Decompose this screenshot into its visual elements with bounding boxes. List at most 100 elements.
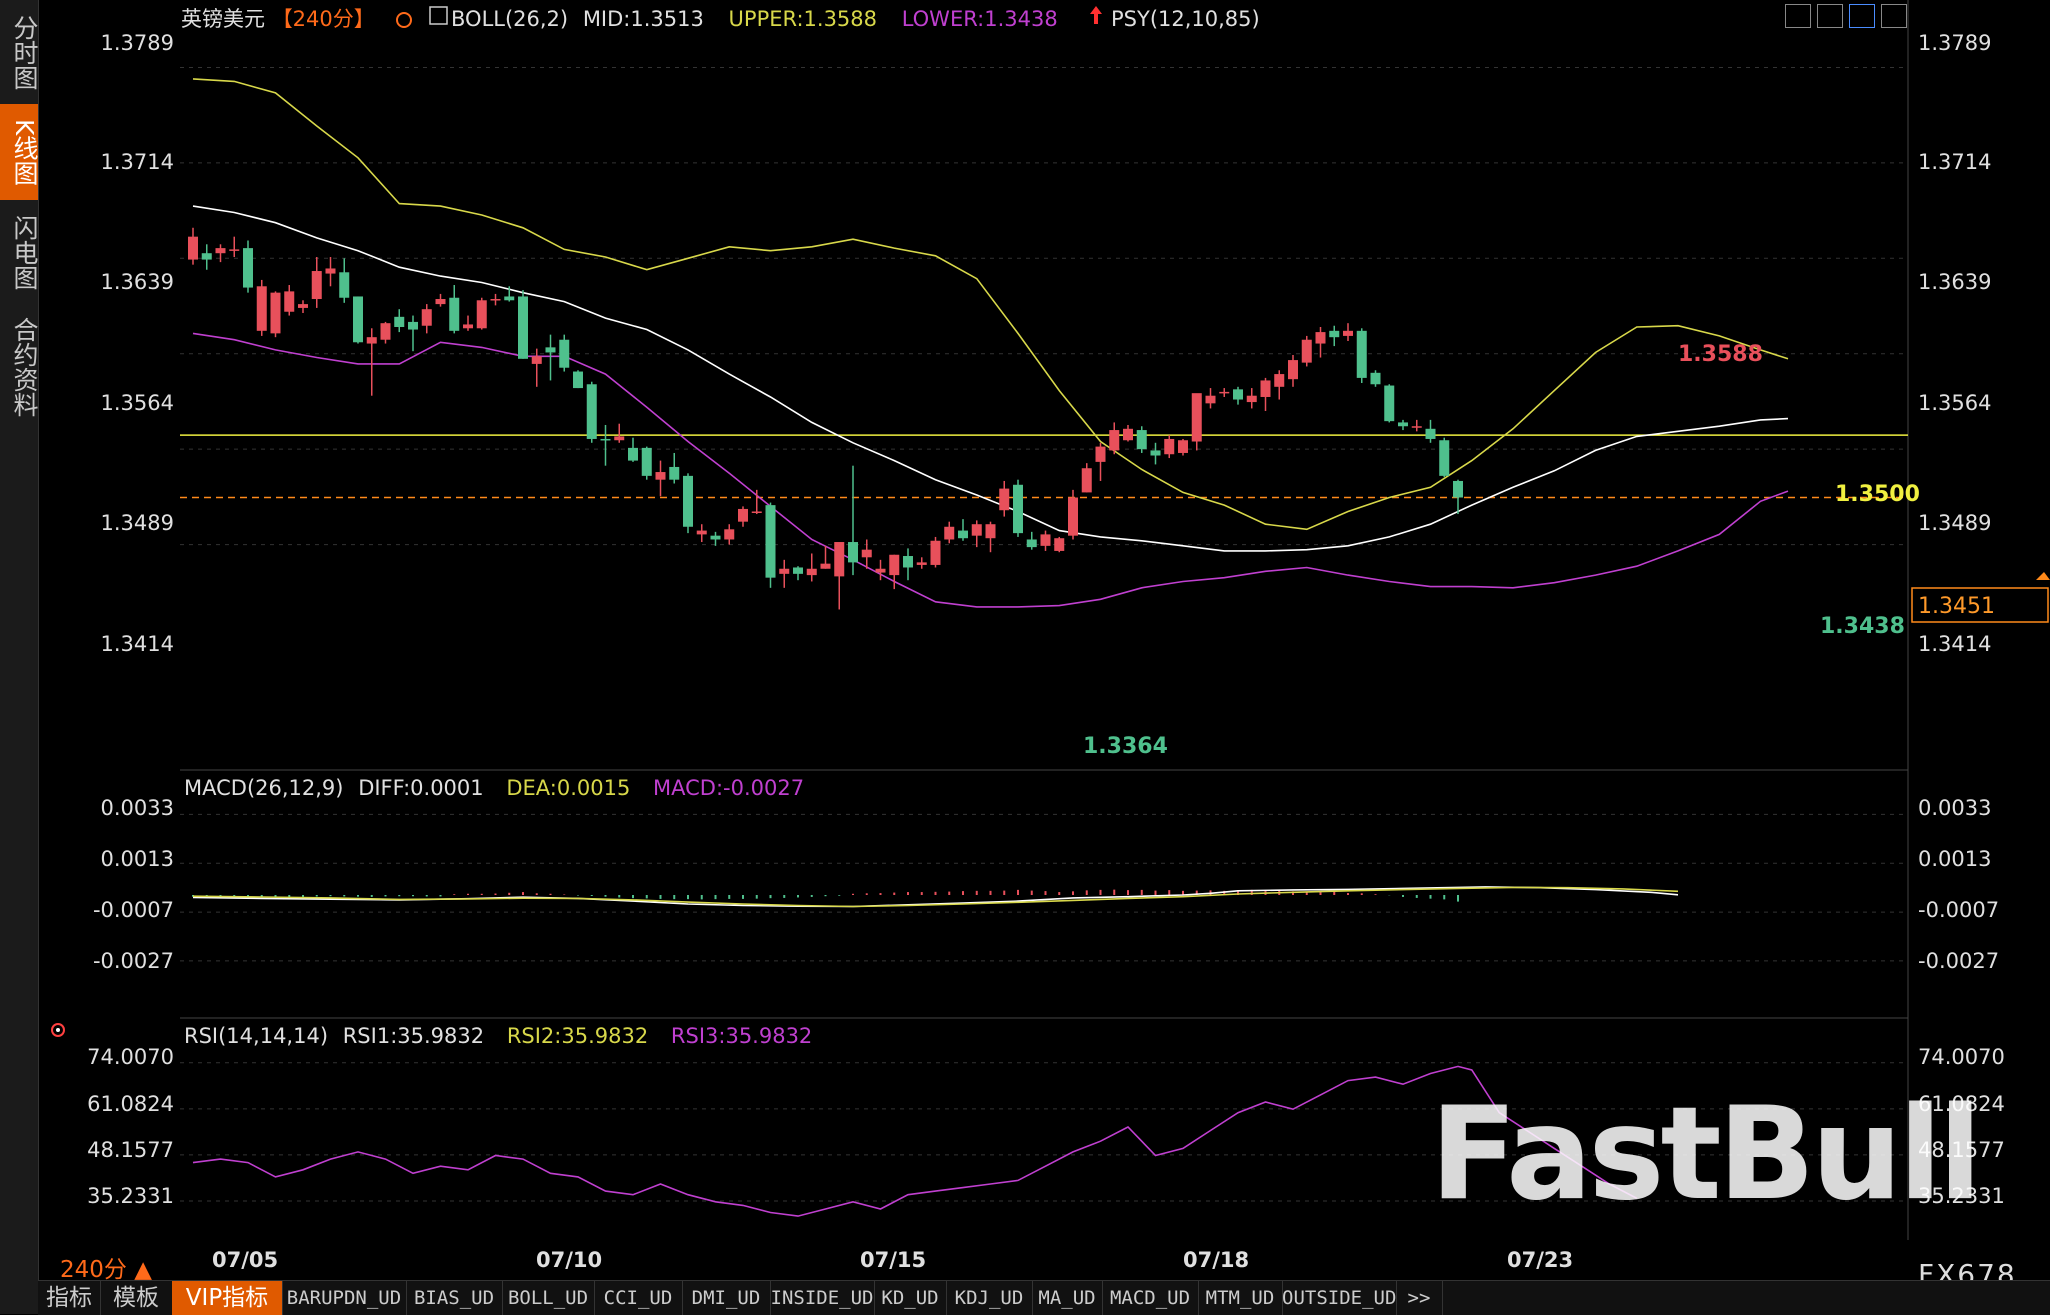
rsi-settings-icon[interactable]	[51, 1023, 65, 1037]
candle-body	[1246, 395, 1257, 403]
symbol-name: 英镑美元	[181, 7, 265, 31]
candle-body	[270, 292, 281, 334]
indicator-tab[interactable]: INSIDE_UD	[770, 1281, 875, 1315]
candle-body	[710, 535, 721, 540]
indicator-tab[interactable]: MACD_UD	[1102, 1281, 1199, 1315]
crosshair-icon[interactable]	[1785, 4, 1811, 28]
candle-body	[903, 556, 913, 568]
price-tick-right: 1.3489	[1918, 511, 1991, 535]
kline-chart[interactable]: 英镑美元 【240分】 BOLL(26,2) MID:1.3513 UPPER:…	[38, 0, 2050, 1280]
macd-title: MACD(26,12,9)	[184, 776, 344, 800]
indicator-tab[interactable]: 模板	[100, 1281, 173, 1315]
candle-body	[1453, 480, 1463, 498]
candle-body	[476, 300, 487, 329]
candle-body	[490, 299, 501, 301]
candle-body	[1329, 330, 1340, 338]
indicator-tab[interactable]: VIP指标	[172, 1281, 283, 1315]
candles	[188, 227, 1463, 610]
indicator-tab[interactable]: BARUPDN_UD	[282, 1281, 407, 1315]
bar-chart-icon[interactable]	[1817, 4, 1843, 28]
indicator-tab[interactable]: 指标	[38, 1281, 101, 1315]
price-tick-right: 1.3414	[1918, 632, 1991, 656]
rsi2-value: RSI2:35.9832	[507, 1024, 648, 1048]
candle-body	[1191, 393, 1202, 442]
watermark: FastBull	[1430, 1080, 1982, 1229]
macd-tick-left: -0.0007	[93, 898, 174, 922]
indicator-tab[interactable]: MTM_UD	[1198, 1281, 1283, 1315]
indicator-tab[interactable]: DMI_UD	[682, 1281, 771, 1315]
candle-body	[366, 337, 377, 344]
period-selector[interactable]: 240分 ▲	[60, 1257, 152, 1283]
candle-body	[586, 384, 597, 439]
candle-body	[1288, 360, 1298, 380]
date-tick: 07/23	[1507, 1248, 1573, 1272]
candle-body	[518, 296, 528, 359]
svg-text:英镑美元 【240分】: 英镑美元 【240分】	[181, 7, 375, 31]
candle-body	[1260, 380, 1271, 397]
macd-tick-left: 0.0013	[101, 847, 174, 871]
macd-value: MACD:-0.0027	[653, 776, 804, 800]
candle-body	[875, 568, 886, 573]
candle-body	[284, 291, 295, 312]
candle-body	[916, 562, 927, 565]
chart-grid	[180, 0, 1909, 1240]
psy-label: PSY(12,10,85)	[1111, 7, 1260, 31]
chart-type-icon[interactable]	[429, 6, 448, 25]
candle-body	[655, 472, 666, 480]
svg-text:RSI(14,14,14) RSI1:35.9832: RSI(14,14,14) RSI1:35.9832 RSI2:35.9832 …	[184, 1024, 812, 1048]
export-icon[interactable]	[1881, 4, 1907, 28]
candle-body	[229, 249, 240, 251]
settings-circle-icon[interactable]	[396, 12, 412, 28]
date-tick: 07/05	[212, 1248, 278, 1272]
candle-body	[463, 324, 473, 329]
sidebar-tab-timeshare[interactable]: 分时图	[10, 14, 39, 90]
indicator-tab[interactable]: KDJ_UD	[946, 1281, 1033, 1315]
candle-body	[724, 529, 735, 540]
price-tick-right: 1.3714	[1918, 150, 1991, 174]
candle-body	[1398, 422, 1408, 427]
candle-body	[600, 438, 611, 441]
macd-diff: DIFF:0.0001	[358, 776, 483, 800]
candle-body	[1026, 539, 1037, 548]
candle-body	[1343, 330, 1353, 336]
candle-body	[1095, 446, 1106, 462]
candle-body	[243, 248, 253, 288]
macd-tick-left: -0.0027	[93, 949, 174, 973]
candle-body	[683, 475, 693, 527]
candle-body	[793, 567, 803, 574]
sidebar-tab-kline[interactable]: K线图	[0, 104, 39, 200]
candle-body	[1178, 440, 1188, 453]
sidebar-tab-contract-info[interactable]: 合约资料	[10, 317, 39, 417]
indicator-tab[interactable]: MA_UD	[1032, 1281, 1103, 1315]
indicator-tab[interactable]: OUTSIDE_UD	[1282, 1281, 1397, 1315]
candle-body	[834, 542, 845, 577]
macd-tick-right: 0.0033	[1918, 796, 1991, 820]
candle-body	[628, 447, 638, 461]
candle-body	[1425, 428, 1436, 439]
boll-mid-line	[192, 205, 1789, 552]
indicator-tab[interactable]: CCI_UD	[594, 1281, 683, 1315]
indicator-tab[interactable]: BIAS_UD	[406, 1281, 503, 1315]
candle-body	[201, 253, 212, 260]
boll-lower-line	[192, 332, 1789, 608]
sidebar-tab-flash[interactable]: 闪电图	[10, 214, 39, 290]
macd-panel	[192, 886, 1679, 908]
level-price-label: 1.3500	[1835, 482, 1920, 507]
boll-upper-line	[192, 78, 1789, 531]
candle-body	[298, 304, 308, 308]
candle-body	[1123, 428, 1133, 441]
indicator-tab[interactable]: >>	[1396, 1281, 1443, 1315]
date-tick: 07/15	[860, 1248, 926, 1272]
svg-text:BOLL(26,2) MID:1.3513: BOLL(26,2) MID:1.3513 UPPER:1.3588 LOWER…	[451, 7, 1058, 31]
candle-body	[779, 568, 790, 574]
candle-body	[861, 549, 872, 558]
sidebar: 分时图 K线图 闪电图 合约资料	[0, 0, 39, 1314]
price-tick-left: 1.3564	[101, 391, 174, 415]
candle-body	[696, 530, 707, 535]
boll-label: BOLL(26,2)	[451, 7, 568, 31]
indicator-tab[interactable]: KD_UD	[874, 1281, 947, 1315]
candle-body	[641, 447, 652, 476]
indicator-tab[interactable]: BOLL_UD	[502, 1281, 595, 1315]
line-chart-icon[interactable]	[1849, 4, 1875, 28]
candle-body	[1219, 391, 1230, 394]
